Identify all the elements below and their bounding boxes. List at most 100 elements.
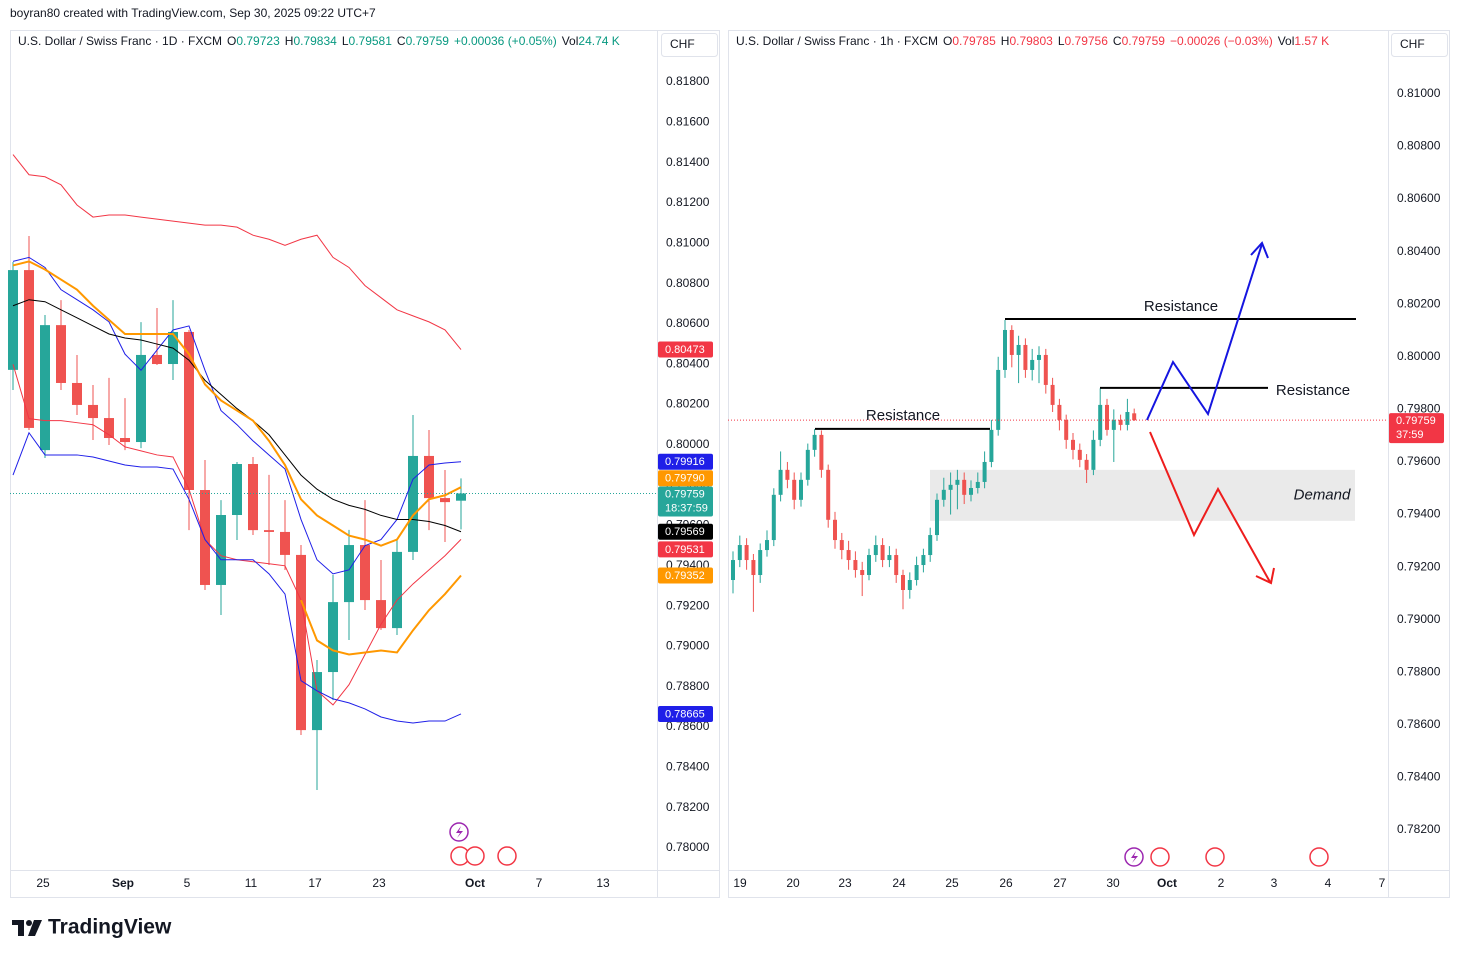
y-tick-label: 0.78000 — [666, 840, 710, 854]
right-panel — [728, 30, 1450, 898]
x-tick-label: 20 — [786, 876, 800, 890]
y-tick-label: 0.78800 — [666, 679, 710, 693]
y-tick-label: 0.79400 — [1397, 507, 1441, 521]
candle-body — [136, 354, 146, 443]
candle-body — [914, 565, 919, 581]
x-tick-label: 19 — [733, 876, 747, 890]
field-key: L — [1058, 34, 1065, 48]
price-badge — [1389, 413, 1444, 444]
field-key: C — [1113, 34, 1122, 48]
candle-body — [1098, 404, 1103, 440]
candle-body — [344, 545, 354, 603]
field-key: C — [397, 34, 406, 48]
event-icon[interactable] — [497, 846, 517, 866]
field-key: L — [342, 34, 349, 48]
value-badge — [658, 705, 713, 722]
y-tick-label: 0.79000 — [1397, 612, 1441, 626]
event-icon[interactable] — [1205, 847, 1225, 867]
candle-body — [955, 479, 960, 485]
field-key: Vol — [562, 34, 579, 48]
price-badge-label: 0.79759 — [665, 488, 705, 500]
y-tick-label: 0.78800 — [1397, 664, 1441, 678]
x-tick-label: 23 — [372, 876, 386, 890]
resistance-label: Resistance — [1276, 382, 1350, 399]
candle-body — [392, 551, 402, 629]
candle-body — [812, 434, 817, 450]
logo — [12, 920, 42, 936]
value-badge — [658, 470, 713, 487]
logo-mark — [26, 920, 32, 926]
x-tick-label: 23 — [838, 876, 852, 890]
candle-body — [8, 270, 18, 370]
plot-layer: 0.78000 0.78200 0.78400 0.78600 0.78800 0.790… — [8, 74, 1444, 890]
candle-body — [989, 429, 994, 462]
field-value: 0.79756 — [1065, 34, 1109, 48]
candle-body — [1057, 404, 1062, 420]
projection — [1146, 241, 1275, 585]
y-tick-label: 0.78400 — [1397, 770, 1441, 784]
candle-body — [1050, 384, 1055, 405]
candle-body — [1091, 439, 1096, 470]
event-icon[interactable] — [1309, 847, 1329, 867]
y-tick-label: 0.81400 — [666, 155, 710, 169]
y-tick-label: 0.79600 — [1397, 454, 1441, 468]
y-tick-label: 0.80200 — [1397, 296, 1441, 310]
indicator-line — [12, 299, 462, 533]
field-value: 24.74 K — [578, 34, 619, 48]
left-panel — [10, 30, 720, 898]
candle-body — [248, 464, 258, 531]
candle-body — [867, 555, 871, 576]
candle-body — [969, 487, 973, 495]
y-tick-label: 0.81000 — [1397, 86, 1441, 100]
candle-body — [975, 481, 980, 488]
candle-body — [312, 672, 322, 731]
currency-box[interactable] — [661, 33, 718, 57]
zone-label: Demand — [1294, 486, 1351, 503]
page-header: boyran80 created with TradingView.com, S… — [10, 6, 376, 20]
legend-header: U.S. Dollar / Swiss Franc · 1h · FXCM O0.… — [736, 34, 1329, 48]
candle-body — [737, 545, 742, 561]
event-icons[interactable] — [449, 822, 1329, 867]
y-tick-label: 0.80800 — [1397, 139, 1441, 153]
field-value: 0.79581 — [349, 34, 393, 48]
candle-body — [894, 555, 899, 576]
resistance-label: Resistance — [1144, 298, 1218, 315]
field-key: H — [285, 34, 294, 48]
candle-body — [232, 464, 242, 516]
candle-body — [887, 555, 892, 561]
y-tick-label: 0.79200 — [1397, 559, 1441, 573]
y-tick-label: 0.80000 — [1397, 349, 1441, 363]
y-tick-label: 0.78200 — [666, 800, 710, 814]
candle-body — [360, 545, 370, 601]
currency-box[interactable] — [1391, 33, 1448, 57]
candle-body — [264, 530, 274, 532]
currency[interactable]: CHF — [670, 37, 695, 51]
field-key: H — [1001, 34, 1010, 48]
candle-body — [846, 550, 851, 561]
candle-body — [880, 545, 885, 561]
event-icon[interactable] — [1150, 847, 1170, 867]
candle-body — [216, 515, 226, 585]
candle-body — [88, 404, 98, 419]
value-badge — [658, 453, 713, 470]
event-icon — [1131, 851, 1138, 863]
currency[interactable]: CHF — [1400, 37, 1425, 51]
candle-body — [152, 354, 162, 365]
event-icon[interactable] — [465, 846, 485, 866]
candle-body — [853, 560, 858, 571]
candle-body — [744, 545, 749, 561]
field-key: O — [943, 34, 952, 48]
candle-body — [935, 499, 939, 536]
candle-body — [24, 270, 34, 428]
candle-body — [424, 455, 434, 499]
candle-body — [839, 540, 844, 551]
candle-body — [928, 535, 933, 556]
y-tick-label: 0.81600 — [666, 114, 710, 128]
x-tick-label: 13 — [596, 876, 610, 890]
y-tick-label: 0.80600 — [1397, 191, 1441, 205]
candle-body — [296, 554, 306, 731]
candle-body — [1111, 419, 1116, 430]
y-tick-label: 0.79800 — [1397, 402, 1441, 416]
x-tick-label: 25 — [945, 876, 959, 890]
